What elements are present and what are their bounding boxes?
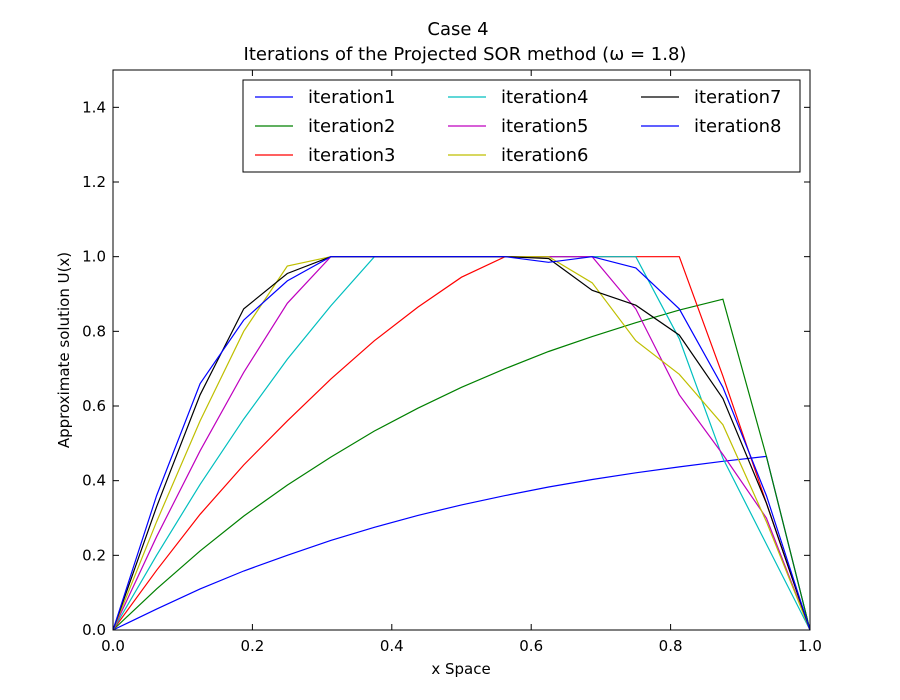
x-tick-label: 0.0 [101, 637, 125, 655]
x-tick-label: 1.0 [798, 637, 822, 655]
y-tick-label: 1.4 [82, 98, 106, 116]
legend-label-iteration3: iteration3 [308, 145, 396, 166]
legend-label-iteration8: iteration8 [694, 116, 782, 137]
legend-label-iteration6: iteration6 [501, 145, 589, 166]
legend-label-iteration1: iteration1 [308, 87, 396, 108]
series-line-iteration1 [112, 455, 811, 631]
series-layer [112, 256, 811, 631]
legend-label-iteration5: iteration5 [501, 116, 589, 137]
y-tick-label: 1.0 [82, 248, 106, 266]
y-tick-label: 0.6 [82, 397, 106, 415]
x-tick-label: 0.2 [240, 637, 264, 655]
x-axis-label: x Space [431, 660, 490, 678]
y-tick-label: 0.4 [82, 472, 106, 490]
chart-subtitle: Iterations of the Projected SOR method (… [244, 44, 687, 65]
legend-box [242, 79, 801, 173]
legend: iteration1 iteration2 iteration3 iteration4… [242, 79, 801, 173]
legend-label-iteration7: iteration7 [694, 87, 782, 108]
series-line-iteration3 [112, 256, 811, 631]
x-tick-label: 0.8 [659, 637, 683, 655]
legend-label-iteration4: iteration4 [501, 87, 589, 108]
y-tick-label: 0.2 [82, 546, 106, 564]
series-line-iteration8 [112, 256, 811, 631]
y-tick-label: 0.8 [82, 322, 106, 340]
y-tick-label: 0.0 [82, 621, 106, 639]
x-tick-label: 0.6 [519, 637, 543, 655]
chart-title: Case 4 [427, 19, 488, 40]
x-tick-label: 0.4 [380, 637, 404, 655]
legend-label-iteration2: iteration2 [308, 116, 396, 137]
ticks-layer: 0.0 0.2 0.4 0.6 0.8 1.0 0.0 0.2 0.4 0.6 0.8 1.0 1.2 1… [82, 70, 822, 655]
y-axis-label: Approximate solution U(x) [55, 252, 73, 448]
y-tick-label: 1.2 [82, 173, 106, 191]
series-line-iteration2 [112, 298, 811, 631]
plot-frame [112, 69, 811, 631]
